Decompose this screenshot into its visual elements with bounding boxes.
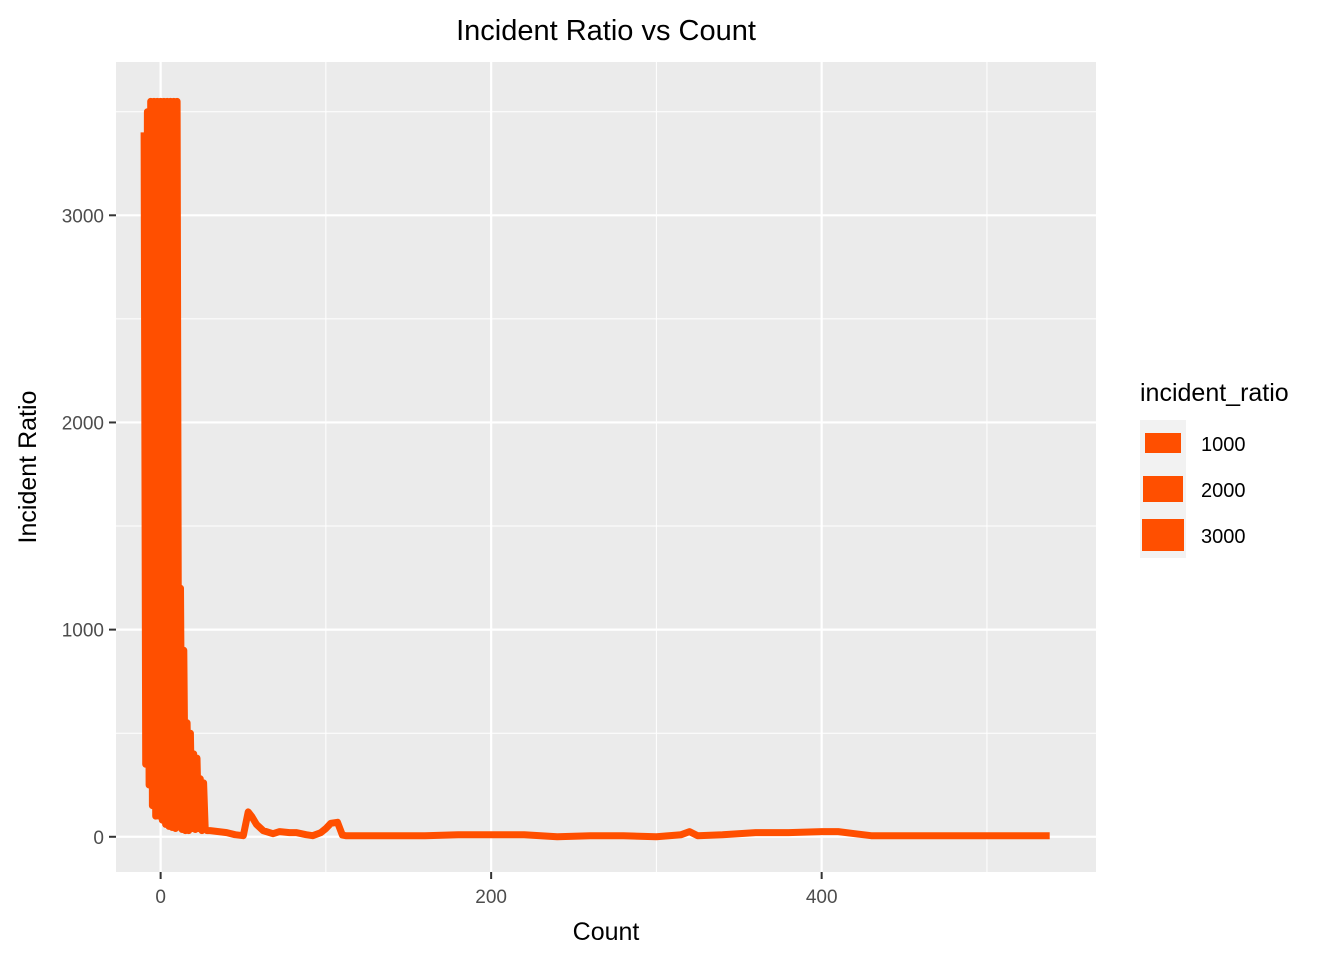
series-layer [140,97,1050,841]
y-tick-label: 2000 [62,413,104,434]
plot-panel [116,62,1096,872]
legend-title: incident_ratio [1140,379,1289,407]
legend-label-2000: 2000 [1201,480,1246,502]
legend-label-1000: 1000 [1201,434,1246,456]
x-tick-label: 200 [475,887,507,908]
series-line [140,97,1050,841]
legend-swatch-2000 [1143,476,1183,502]
axes: 0 200 400 0 1000 2000 3000 [62,206,838,908]
x-axis-title: Count [573,918,640,946]
grid-lines [116,62,1096,872]
y-axis-title: Incident Ratio [14,391,42,544]
x-tick-label: 400 [806,887,838,908]
x-tick-label: 0 [155,887,166,908]
chart-title: Incident Ratio vs Count [456,15,756,47]
y-tick-label: 3000 [62,206,104,227]
y-tick-label: 1000 [62,621,104,642]
legend-label-3000: 3000 [1201,526,1246,548]
legend: incident_ratio 1000 2000 3000 [1140,379,1289,558]
y-tick-label: 0 [93,828,104,849]
legend-swatch-3000 [1142,519,1184,551]
legend-swatch-1000 [1145,433,1181,453]
